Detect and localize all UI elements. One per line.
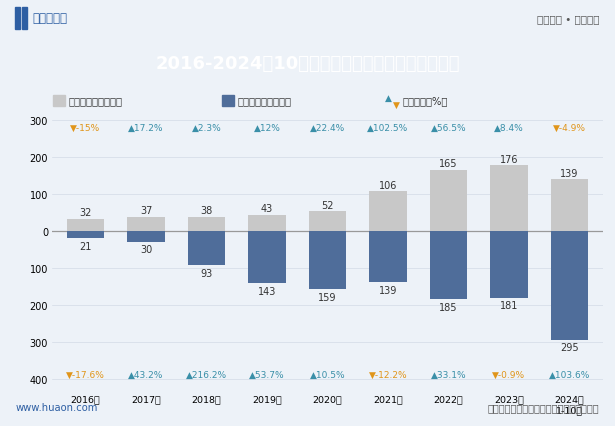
Text: ▼-17.6%: ▼-17.6%: [66, 370, 105, 379]
Bar: [248, 215, 286, 231]
Text: 32: 32: [79, 208, 92, 218]
Text: 出口总额（亿美元）: 出口总额（亿美元）: [68, 96, 122, 106]
Text: 进口总额（亿美元）: 进口总额（亿美元）: [237, 96, 292, 106]
Text: ▲17.2%: ▲17.2%: [129, 124, 164, 133]
Text: ▼: ▼: [394, 100, 400, 109]
Text: ▲: ▲: [385, 94, 392, 103]
Text: ▲216.2%: ▲216.2%: [186, 370, 227, 379]
Text: 30: 30: [140, 245, 152, 255]
Bar: [430, 170, 467, 231]
Text: ▲56.5%: ▲56.5%: [430, 124, 466, 133]
Text: 181: 181: [500, 300, 518, 311]
Bar: [127, 217, 165, 231]
Text: ▲22.4%: ▲22.4%: [310, 124, 345, 133]
Text: ▲10.5%: ▲10.5%: [310, 370, 345, 379]
Text: 295: 295: [560, 343, 579, 352]
Bar: [188, 217, 225, 231]
Bar: [550, 231, 588, 340]
Text: 21: 21: [79, 242, 92, 251]
Text: 同比增速（%）: 同比增速（%）: [403, 96, 448, 106]
Text: ▲103.6%: ▲103.6%: [549, 370, 590, 379]
Bar: [15, 8, 20, 30]
Text: ▼-0.9%: ▼-0.9%: [493, 370, 525, 379]
Bar: [22, 8, 27, 30]
Text: 数据来源：中国海关；华经产业研究院整理: 数据来源：中国海关；华经产业研究院整理: [488, 402, 600, 412]
Text: 106: 106: [379, 181, 397, 190]
Text: 专业严谨 • 客观科学: 专业严谨 • 客观科学: [537, 14, 600, 24]
Bar: [369, 192, 407, 231]
Text: 华经情报网: 华经情报网: [33, 12, 68, 25]
Bar: [309, 212, 346, 231]
Text: ▼-12.2%: ▼-12.2%: [368, 370, 407, 379]
Text: ▲102.5%: ▲102.5%: [367, 124, 408, 133]
Bar: [490, 166, 528, 231]
Text: 43: 43: [261, 204, 273, 214]
Text: 165: 165: [439, 158, 458, 169]
Text: 139: 139: [560, 168, 579, 178]
Text: 38: 38: [200, 206, 213, 216]
Bar: [188, 231, 225, 265]
Bar: [67, 219, 105, 231]
Text: 93: 93: [200, 268, 213, 278]
Text: ▲33.1%: ▲33.1%: [430, 370, 466, 379]
Bar: [430, 231, 467, 299]
Text: ▲12%: ▲12%: [253, 124, 280, 133]
Bar: [309, 231, 346, 290]
Bar: [221, 96, 234, 106]
Text: www.huaon.com: www.huaon.com: [15, 402, 98, 412]
Bar: [550, 180, 588, 231]
Text: 185: 185: [439, 302, 458, 312]
Text: ▲53.7%: ▲53.7%: [249, 370, 285, 379]
Bar: [53, 96, 65, 106]
Text: 159: 159: [318, 292, 337, 302]
Text: ▲43.2%: ▲43.2%: [129, 370, 164, 379]
Text: ▲2.3%: ▲2.3%: [192, 124, 221, 133]
Bar: [490, 231, 528, 298]
Text: 2016-2024年10月深圳前海综合保税区进、出口额: 2016-2024年10月深圳前海综合保税区进、出口额: [155, 55, 460, 72]
Text: 143: 143: [258, 286, 276, 296]
Text: 176: 176: [500, 155, 518, 164]
Bar: [67, 231, 105, 239]
Text: ▼-15%: ▼-15%: [70, 124, 101, 133]
Text: ▲8.4%: ▲8.4%: [494, 124, 524, 133]
Text: 139: 139: [379, 285, 397, 295]
Text: ▼-4.9%: ▼-4.9%: [553, 124, 586, 133]
Bar: [127, 231, 165, 242]
Bar: [369, 231, 407, 282]
Bar: [248, 231, 286, 284]
Text: 37: 37: [140, 206, 153, 216]
Text: 52: 52: [321, 200, 334, 210]
